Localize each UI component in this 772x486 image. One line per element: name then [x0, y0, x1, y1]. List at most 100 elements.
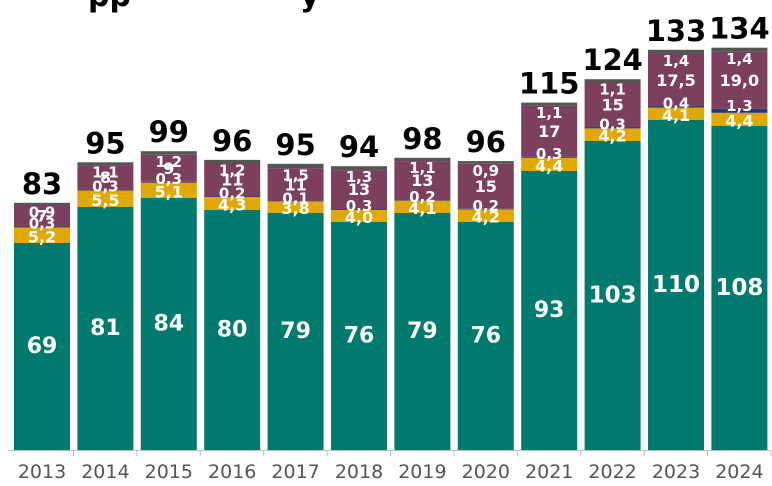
x-axis: 2013 2014 2015 2016 2017 2018 2019 2020 2021 2022…	[8, 450, 772, 483]
bar-segment-2019-1	[394, 200, 451, 213]
bar-total-2024: 134	[709, 12, 770, 46]
bar-segment-2019-2	[394, 200, 451, 201]
bar-label-2020-2: 0,2	[473, 197, 500, 215]
bar-label-2021-0: 93	[534, 298, 565, 323]
bar-label-2022-3: 15	[601, 96, 623, 115]
bar-label-2022-0: 103	[589, 283, 637, 309]
bar-label-2019-2: 0,2	[409, 188, 436, 206]
bar-label-2015-1: 5,1	[155, 183, 183, 202]
bar-total-2015: 99	[149, 115, 189, 149]
x-tick-label-2023: 2023	[652, 461, 700, 483]
bar-segment-2016-1	[204, 197, 261, 210]
bar-total-2019: 98	[402, 122, 442, 156]
bar-segment-2018-2	[331, 209, 387, 210]
bar-label-2014-3: 8	[100, 168, 111, 187]
bar-segment-2020-2	[457, 208, 514, 210]
x-tick-label-2015: 2015	[145, 461, 193, 483]
bar-label-2021-3: 17	[538, 122, 560, 141]
bar-label-2019-0: 79	[407, 319, 438, 344]
bar-label-2024-0: 108	[715, 275, 763, 301]
bar-segment-2013-0	[14, 243, 70, 450]
bar-label-2020-4: 0,9	[473, 162, 500, 180]
bar-label-2019-1: 4,1	[408, 199, 436, 218]
bar-label-2017-0: 79	[280, 319, 311, 344]
bar-label-2018-1: 4,0	[345, 208, 373, 227]
bar-total-2021: 115	[519, 67, 580, 101]
bar-total-2023: 133	[646, 14, 707, 48]
bar-label-2021-2: 0,3	[536, 145, 563, 163]
bar-label-2022-2: 0,3	[599, 116, 626, 134]
bar-segment-2024-1	[711, 112, 768, 126]
bar-label-2013-3: 7	[36, 207, 47, 226]
bar-total-2013: 83	[22, 167, 62, 201]
chart-title-fragment: pp y	[88, 0, 320, 14]
bar-total-2018: 94	[339, 130, 379, 164]
bar-segment-2013-1	[14, 227, 70, 243]
x-tick-label-2022: 2022	[588, 461, 636, 483]
bar-segment-2024-2	[711, 108, 768, 113]
bar-label-2020-0: 76	[470, 324, 501, 349]
bar-segment-2023-1	[648, 107, 704, 120]
bar-label-2017-2: 0,1	[282, 189, 309, 207]
bar-segment-2021-4	[521, 102, 578, 106]
x-tick-label-2024: 2024	[715, 461, 763, 483]
bar-segment-2021-1	[521, 157, 578, 171]
bar-segment-2023-3	[648, 54, 704, 107]
bar-segment-2022-3	[584, 82, 641, 128]
x-tick-label-2017: 2017	[271, 461, 319, 483]
bar-segment-2022-0	[584, 141, 641, 450]
svg-text:y: y	[300, 0, 320, 14]
bar-label-2016-1: 4,3	[218, 196, 246, 215]
bar-label-2015-3: 9	[163, 159, 174, 178]
bar-label-2013-1: 5,2	[28, 228, 56, 247]
bar-label-2015-0: 84	[153, 312, 184, 337]
x-tick-label-2016: 2016	[208, 461, 256, 483]
bar-segment-2013-2	[14, 226, 70, 228]
bar-label-2018-4: 1,3	[346, 168, 373, 186]
bar-label-2023-0: 110	[652, 272, 700, 298]
bar-segment-2021-3	[521, 105, 578, 157]
bar-segment-2018-0	[331, 222, 387, 450]
bar-label-2022-1: 4,2	[598, 127, 626, 146]
bar-segment-2014-4	[77, 162, 134, 166]
bar-total-2017: 95	[275, 128, 315, 162]
bar-segment-2019-0	[394, 213, 451, 450]
bar-segment-2013-4	[14, 202, 70, 206]
bar-label-2019-4: 1,1	[409, 159, 436, 177]
bar-segment-2022-1	[584, 128, 641, 141]
bar-segment-2018-4	[331, 166, 387, 171]
x-tick-label-2020: 2020	[462, 461, 510, 483]
bar-label-2022-4: 1,1	[599, 81, 626, 99]
bar-label-2018-0: 76	[344, 324, 375, 349]
bar-segment-2022-4	[584, 79, 641, 83]
bar-segment-2023-4	[648, 49, 704, 54]
bar-label-2023-2: 0,4	[663, 95, 690, 113]
x-tick-label-2018: 2018	[335, 461, 383, 483]
bar-label-2021-4: 1,1	[536, 104, 563, 122]
bar-label-2017-3: 11	[284, 175, 306, 194]
bar-label-2015-4: 1,2	[156, 153, 183, 171]
bar-segment-2014-0	[77, 207, 134, 450]
bars-layer	[14, 47, 768, 450]
bar-label-2023-3: 17,5	[656, 71, 695, 90]
bar-label-2019-3: 13	[411, 171, 433, 190]
bar-label-2016-0: 80	[217, 318, 248, 343]
bar-label-2013-0: 69	[27, 334, 58, 359]
bar-segment-2021-0	[521, 171, 578, 450]
bar-label-2021-1: 4,4	[535, 156, 563, 175]
bar-label-2024-3: 19,0	[720, 71, 759, 90]
bar-label-2016-2: 0,2	[219, 185, 246, 203]
bar-total-2022: 124	[582, 43, 643, 77]
bar-segment-2015-2	[140, 181, 197, 183]
bar-label-2018-2: 0,3	[346, 197, 373, 215]
bar-label-2016-3: 11	[221, 171, 243, 190]
bar-segment-2020-4	[457, 161, 514, 164]
bar-segment-2020-1	[457, 209, 514, 222]
bar-label-2024-4: 1,4	[726, 50, 753, 68]
bar-label-2015-2: 0,3	[156, 170, 183, 188]
x-tick-label-2019: 2019	[398, 461, 446, 483]
bar-segment-2014-2	[77, 189, 134, 191]
x-tick-label-2014: 2014	[81, 461, 129, 483]
